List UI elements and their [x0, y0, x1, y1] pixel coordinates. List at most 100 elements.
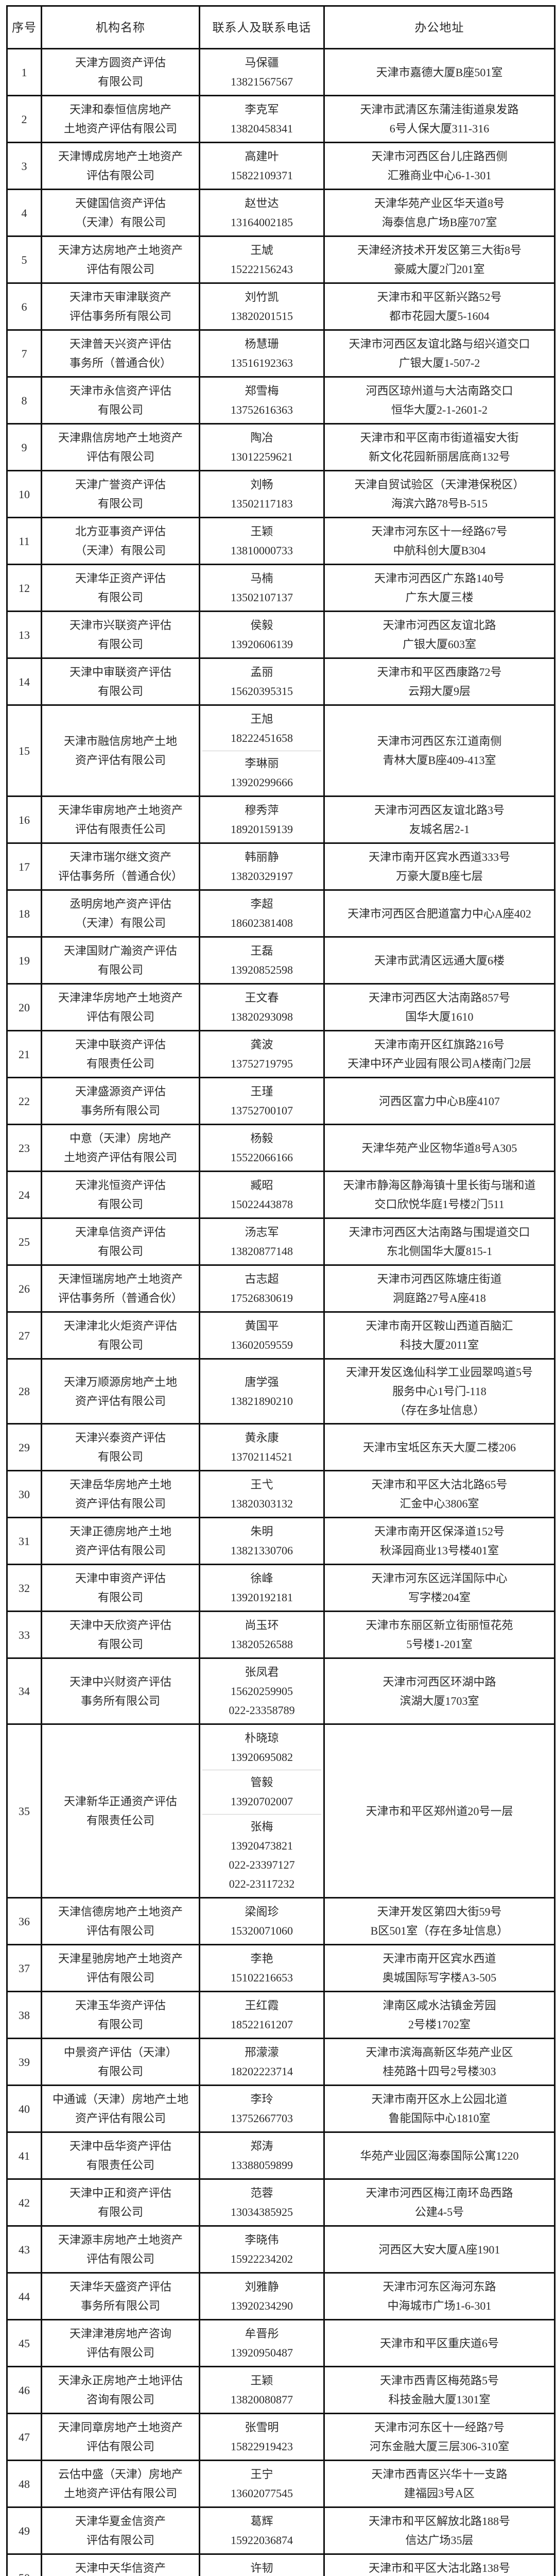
address-line: 天津市和平区重庆道6号 — [327, 2334, 552, 2353]
contact-person: 王宁 — [202, 2465, 321, 2484]
contact-phone: 15222156243 — [202, 260, 321, 279]
org-name-line: 资产评估有限公司 — [44, 1541, 197, 1560]
contact-phone: 13820877148 — [202, 1242, 321, 1261]
address-line: 中航科创大厦B304 — [327, 541, 552, 560]
org-name-line: 天津普天兴资产评估 — [44, 334, 197, 353]
org-name-cell: 天津中天欣资产评估有限公司 — [42, 1612, 200, 1658]
org-name-cell: 天津华夏金信资产评估有限公司 — [42, 2507, 200, 2554]
row-number-text: 5 — [10, 250, 39, 269]
row-number-cell: 16 — [7, 796, 42, 843]
row-number-text: 16 — [10, 810, 39, 829]
row-number-cell: 13 — [7, 612, 42, 658]
row-number-text: 7 — [10, 344, 39, 363]
org-name-cell: 天津津北火炬资产评估有限公司 — [42, 1312, 200, 1359]
contact-phone: 13602059559 — [202, 1335, 321, 1354]
org-name-line: 评估有限公司 — [44, 166, 197, 185]
row-number-text: 8 — [10, 391, 39, 410]
address-cell: 天津市南开区宾水西道333号万豪大厦B座七层 — [324, 843, 555, 890]
row-number-cell: 8 — [7, 377, 42, 424]
address-cell: 天津市河东区海河东路中海城市广场1-6-301 — [324, 2273, 555, 2320]
row-number-text: 39 — [10, 2053, 39, 2072]
address-cell: 天津市和平区西康路72号云翔大厦9层 — [324, 658, 555, 705]
address-line: 天津市河西区友谊北路 — [327, 616, 552, 635]
address-line: 恒华大厦2-1-2601-2 — [327, 400, 552, 419]
col-header-contact: 联系人及联系电话 — [200, 6, 324, 49]
row-number-cell: 19 — [7, 937, 42, 984]
org-name-cell: 天津正德房地产土地资产评估有限公司 — [42, 1518, 200, 1565]
address-line: 天津华苑产业区物华道8号A305 — [327, 1139, 552, 1158]
col-header-number: 序号 — [7, 6, 42, 49]
org-name-line: 评估事务所（普通合伙） — [44, 867, 197, 886]
org-name-line: 天津市融信房地产土地 — [44, 732, 197, 751]
address-line: 河西区琼州道与大沽南路交口 — [327, 381, 552, 400]
row-number-text: 31 — [10, 1532, 39, 1551]
row-number-cell: 9 — [7, 424, 42, 471]
contact-phone: 18522161207 — [202, 2015, 321, 2034]
address-line: 天津市和平区大沽北路138号 — [327, 2558, 552, 2576]
org-name-line: 天津华夏金信资产 — [44, 2512, 197, 2531]
org-name-cell: 天津信德房地产土地资产评估有限公司 — [42, 1898, 200, 1945]
row-number-text: 41 — [10, 2146, 39, 2165]
address-cell: 天津市和平区南市街道福安大街新文化花园新丽居底商132号 — [324, 424, 555, 471]
org-name-line: 天津兴泰资产评估 — [44, 1428, 197, 1447]
row-number-cell: 49 — [7, 2507, 42, 2554]
address-line: 华苑产业园区海泰国际公寓1220 — [327, 2146, 552, 2165]
row-number-cell: 37 — [7, 1945, 42, 1992]
address-line: 洞庭路27号A座418 — [327, 1289, 552, 1308]
contact-person: 范蓉 — [202, 2183, 321, 2202]
org-name-line: 天津盛源资产评估 — [44, 1082, 197, 1101]
row-number-text: 45 — [10, 2334, 39, 2353]
address-line: 天津市河西区梅江南环岛西路 — [327, 2183, 552, 2202]
address-line: 天津市河西区合肥道富力中心A座402 — [327, 904, 552, 923]
contact-phone: 13821567567 — [202, 72, 321, 91]
org-name-line: 评估有限公司 — [44, 447, 197, 466]
org-name-cell: 天津同章房地产土地资产评估有限公司 — [42, 2414, 200, 2461]
address-line: 天津开发区逸仙科学工业园翠鸣道5号 — [327, 1363, 552, 1382]
contact-phone: 13820293098 — [202, 1007, 321, 1026]
org-name-line: 中意（天津）房地产 — [44, 1129, 197, 1148]
row-number-text: 18 — [10, 904, 39, 923]
address-cell: 天津市和平区大沽北路138号金融广场大厦A座710 — [324, 2554, 555, 2576]
org-name-line: 评估有限公司 — [44, 2437, 197, 2456]
row-number-text: 29 — [10, 1438, 39, 1457]
row-number-cell: 14 — [7, 658, 42, 705]
org-name-line: 中景资产评估（天津） — [44, 2043, 197, 2062]
contact-phone: 18920159139 — [202, 820, 321, 839]
org-name-cell: 天津市永信资产评估有限公司 — [42, 377, 200, 424]
address-cell: 天津市西青区兴华十一支路建福园3号A区 — [324, 2461, 555, 2507]
address-line: 天津市南开区保泽道152号 — [327, 1522, 552, 1541]
contact-person: 王旭 — [202, 709, 321, 728]
address-cell: 天津市河西区陈塘庄街道洞庭路27号A座418 — [324, 1265, 555, 1312]
row-number-cell: 24 — [7, 1172, 42, 1218]
contact-person: 葛辉 — [202, 2512, 321, 2531]
address-line: 天津市南开区红旗路216号 — [327, 1035, 552, 1054]
